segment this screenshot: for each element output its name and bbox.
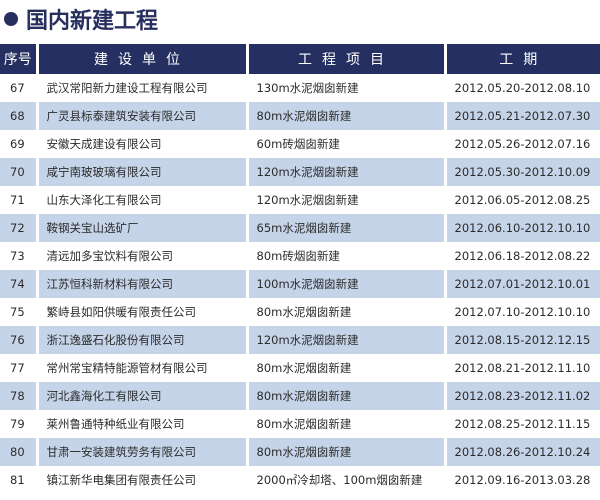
section-title: 国内新建工程 bbox=[4, 3, 158, 35]
row-period: 2012.05.30-2012.10.09 bbox=[445, 158, 600, 186]
row-project: 80m水泥烟囱新建 bbox=[247, 438, 447, 466]
row-project: 65m水泥烟囱新建 bbox=[247, 214, 447, 242]
row-unit: 莱州鲁通特种纸业有限公司 bbox=[37, 410, 249, 438]
row-unit: 广灵县标泰建筑安装有限公司 bbox=[37, 102, 249, 130]
row-period: 2012.07.10-2012.10.10 bbox=[454, 305, 591, 319]
row-period: 2012.05.20-2012.08.10 bbox=[454, 81, 591, 95]
row-unit: 安徽天成建设有限公司 bbox=[37, 130, 249, 158]
row-project: 80m水泥烟囱新建 bbox=[247, 410, 447, 438]
header-period: 工期 bbox=[445, 44, 600, 74]
row-no: 81 bbox=[0, 466, 39, 494]
row-unit: 河北鑫海化工有限公司 bbox=[37, 382, 249, 410]
row-unit: 常州常宝精特能源管材有限公司 bbox=[37, 354, 249, 382]
row-project: 120m水泥烟囱新建 bbox=[247, 158, 447, 186]
row-no: 71 bbox=[0, 186, 39, 214]
row-project: 80m砖烟囱新建 bbox=[247, 242, 447, 270]
row-project: 80m水泥烟囱新建 bbox=[247, 354, 447, 382]
table-row: 79 莱州鲁通特种纸业有限公司 80m水泥烟囱新建 2012.08.25-2012.1… bbox=[0, 410, 600, 438]
row-project: 130m水泥烟囱新建 bbox=[247, 74, 447, 102]
row-no: 76 bbox=[0, 326, 39, 354]
row-period: 2012.09.16-2013.03.28 bbox=[454, 473, 591, 487]
header-project: 工程项目 bbox=[247, 44, 447, 74]
table-row: 77 常州常宝精特能源管材有限公司 80m水泥烟囱新建 2012.08.21-2012… bbox=[0, 354, 600, 382]
row-period: 2012.06.18-2012.08.22 bbox=[454, 249, 591, 263]
table-row: 71 山东大泽化工有限公司 120m水泥烟囱新建 2012.06.05-2012.08… bbox=[0, 186, 600, 214]
row-unit: 浙江逸盛石化股份有限公司 bbox=[37, 326, 249, 354]
row-project: 100m水泥烟囱新建 bbox=[247, 270, 447, 298]
row-unit: 甘肃一安装建筑劳务有限公司 bbox=[37, 438, 249, 466]
row-unit: 江苏恒科新材料有限公司 bbox=[37, 270, 249, 298]
row-project: 80m水泥烟囱新建 bbox=[247, 102, 447, 130]
row-unit: 山东大泽化工有限公司 bbox=[37, 186, 249, 214]
row-project: 80m水泥烟囱新建 bbox=[247, 298, 447, 326]
table-row: 78 河北鑫海化工有限公司 80m水泥烟囱新建 2012.08.23-2012.11.… bbox=[0, 382, 600, 410]
table-row: 81 镇江新华电集团有限责任公司 2000㎡冷却塔、100m烟囱新建 2012.09.… bbox=[0, 466, 600, 494]
table-row: 76 浙江逸盛石化股份有限公司 120m水泥烟囱新建 2012.08.15-2012.… bbox=[0, 326, 600, 354]
table-row: 67 武汉常阳新力建设工程有限公司 130m水泥烟囱新建 2012.05.20-201… bbox=[0, 74, 600, 102]
row-period: 2012.05.26-2012.07.16 bbox=[454, 137, 591, 151]
table-header: 序号 建设单位 工程项目 工期 bbox=[0, 44, 600, 74]
row-period: 2012.08.15-2012.12.15 bbox=[445, 326, 600, 354]
table-row: 75 繁峙县如阳供暖有限责任公司 80m水泥烟囱新建 2012.07.10-2012.… bbox=[0, 298, 600, 326]
row-no: 74 bbox=[0, 270, 39, 298]
row-project: 120m水泥烟囱新建 bbox=[247, 326, 447, 354]
row-period: 2012.08.25-2012.11.15 bbox=[454, 417, 591, 431]
table-row: 68 广灵县标泰建筑安装有限公司 80m水泥烟囱新建 2012.05.21-2012.… bbox=[0, 102, 600, 130]
row-no: 75 bbox=[0, 298, 39, 326]
row-unit: 清远加多宝饮料有限公司 bbox=[37, 242, 249, 270]
row-period: 2012.06.05-2012.08.25 bbox=[454, 193, 591, 207]
section-title-text: 国内新建工程 bbox=[26, 9, 159, 34]
row-no: 78 bbox=[0, 382, 39, 410]
row-no: 70 bbox=[0, 158, 39, 186]
table-row: 72 鞍钢关宝山选矿厂 65m水泥烟囱新建 2012.06.10-2012.10.10 bbox=[0, 214, 600, 242]
row-project: 2000㎡冷却塔、100m烟囱新建 bbox=[247, 466, 447, 494]
row-project: 60m砖烟囱新建 bbox=[247, 130, 447, 158]
row-unit: 咸宁南玻玻璃有限公司 bbox=[37, 158, 249, 186]
header-unit: 建设单位 bbox=[37, 44, 249, 74]
row-project: 120m水泥烟囱新建 bbox=[247, 186, 447, 214]
row-period: 2012.08.21-2012.11.10 bbox=[454, 361, 591, 375]
row-no: 79 bbox=[0, 410, 39, 438]
row-unit: 繁峙县如阳供暖有限责任公司 bbox=[37, 298, 249, 326]
table-row: 70 咸宁南玻玻璃有限公司 120m水泥烟囱新建 2012.05.30-2012.10… bbox=[0, 158, 600, 186]
row-period: 2012.08.26-2012.10.24 bbox=[445, 438, 600, 466]
row-no: 73 bbox=[0, 242, 39, 270]
projects-table: 序号 建设单位 工程项目 工期 67 武汉常阳新力建设工程有限公司 130m水泥烟囱… bbox=[0, 44, 600, 494]
row-period: 2012.07.01-2012.10.01 bbox=[445, 270, 600, 298]
row-no: 72 bbox=[0, 214, 39, 242]
row-period: 2012.06.10-2012.10.10 bbox=[445, 214, 600, 242]
row-no: 69 bbox=[0, 130, 39, 158]
table-row: 74 江苏恒科新材料有限公司 100m水泥烟囱新建 2012.07.01-2012.1… bbox=[0, 270, 600, 298]
row-no: 67 bbox=[0, 74, 39, 102]
table-row: 69 安徽天成建设有限公司 60m砖烟囱新建 2012.05.26-2012.07.1… bbox=[0, 130, 600, 158]
table-row: 80 甘肃一安装建筑劳务有限公司 80m水泥烟囱新建 2012.08.26-2012.… bbox=[0, 438, 600, 466]
row-no: 77 bbox=[0, 354, 39, 382]
table-row: 73 清远加多宝饮料有限公司 80m砖烟囱新建 2012.06.18-2012.08.… bbox=[0, 242, 600, 270]
row-unit: 鞍钢关宝山选矿厂 bbox=[37, 214, 249, 242]
bullet-icon bbox=[4, 12, 18, 26]
row-unit: 武汉常阳新力建设工程有限公司 bbox=[37, 74, 249, 102]
row-no: 68 bbox=[0, 102, 39, 130]
row-period: 2012.08.23-2012.11.02 bbox=[445, 382, 600, 410]
row-project: 80m水泥烟囱新建 bbox=[247, 382, 447, 410]
row-period: 2012.05.21-2012.07.30 bbox=[445, 102, 600, 130]
row-unit: 镇江新华电集团有限责任公司 bbox=[37, 466, 249, 494]
row-no: 80 bbox=[0, 438, 39, 466]
header-no: 序号 bbox=[0, 44, 39, 74]
